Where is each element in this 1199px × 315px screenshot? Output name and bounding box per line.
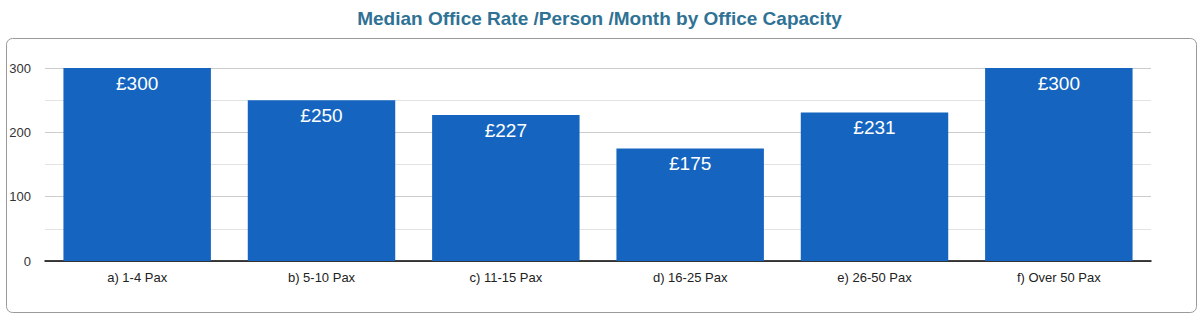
svg-text:£227: £227: [485, 120, 527, 141]
svg-text:a) 1-4 Pax: a) 1-4 Pax: [107, 270, 167, 285]
svg-text:300: 300: [9, 61, 31, 76]
svg-text:£300: £300: [116, 73, 158, 94]
svg-text:c) 11-15 Pax: c) 11-15 Pax: [469, 270, 542, 285]
svg-text:f) Over 50 Pax: f) Over 50 Pax: [1017, 270, 1101, 285]
svg-text:d) 16-25 Pax: d) 16-25 Pax: [653, 270, 728, 285]
svg-text:e) 26-50 Pax: e) 26-50 Pax: [837, 270, 912, 285]
svg-text:Median Office Rate /Person /Mo: Median Office Rate /Person /Month by Off…: [357, 8, 842, 29]
svg-text:0: 0: [24, 254, 31, 269]
svg-text:£250: £250: [300, 105, 342, 126]
svg-text:£231: £231: [853, 117, 895, 138]
svg-text:£175: £175: [669, 153, 711, 174]
svg-text:£300: £300: [1038, 73, 1080, 94]
svg-text:200: 200: [9, 125, 31, 140]
svg-text:b) 5-10 Pax: b) 5-10 Pax: [288, 270, 356, 285]
svg-text:100: 100: [9, 189, 31, 204]
